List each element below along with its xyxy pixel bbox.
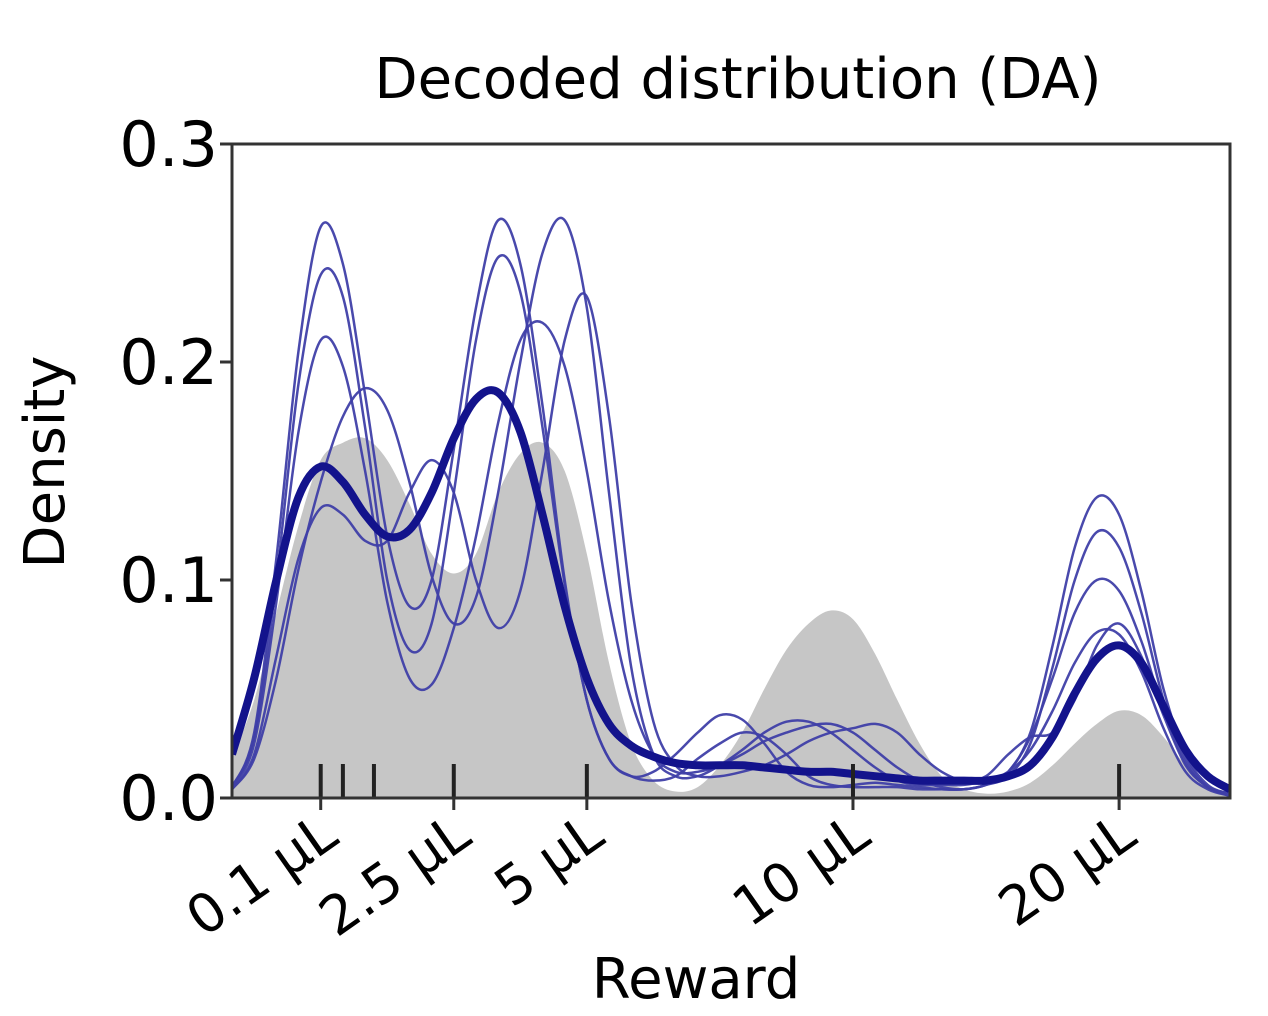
y-tick-label: 0.2 bbox=[119, 326, 218, 399]
decoded-sample-line-2 bbox=[232, 254, 1230, 795]
plot-area bbox=[232, 216, 1230, 798]
decoded-sample-line-4 bbox=[232, 216, 1230, 798]
ground-truth-area bbox=[232, 437, 1230, 798]
x-tick-label: 5 μL bbox=[483, 801, 614, 919]
y-tick-label: 0.3 bbox=[119, 108, 218, 181]
decoded-sample-line-1 bbox=[232, 217, 1230, 795]
x-tick-label: 2.5 μL bbox=[308, 801, 481, 949]
axes-frame bbox=[230, 142, 1232, 800]
plot-marks bbox=[232, 216, 1230, 798]
x-tick-label: 10 μL bbox=[721, 801, 880, 939]
x-axis-label: Reward bbox=[592, 947, 801, 1012]
chart-title: Decoded distribution (DA) bbox=[374, 47, 1101, 112]
x-tick-label: 20 μL bbox=[987, 801, 1146, 939]
y-axis: 0.0 0.1 0.2 0.3 bbox=[119, 108, 232, 835]
y-axis-label: Density bbox=[13, 356, 78, 569]
y-tick-label: 0.0 bbox=[119, 762, 218, 835]
mean-decoded-line bbox=[232, 386, 1230, 793]
y-tick-label: 0.1 bbox=[119, 544, 218, 617]
x-axis: 0.1 μL2.5 μL 5 μL 10 μL 20 μL bbox=[175, 798, 1147, 949]
